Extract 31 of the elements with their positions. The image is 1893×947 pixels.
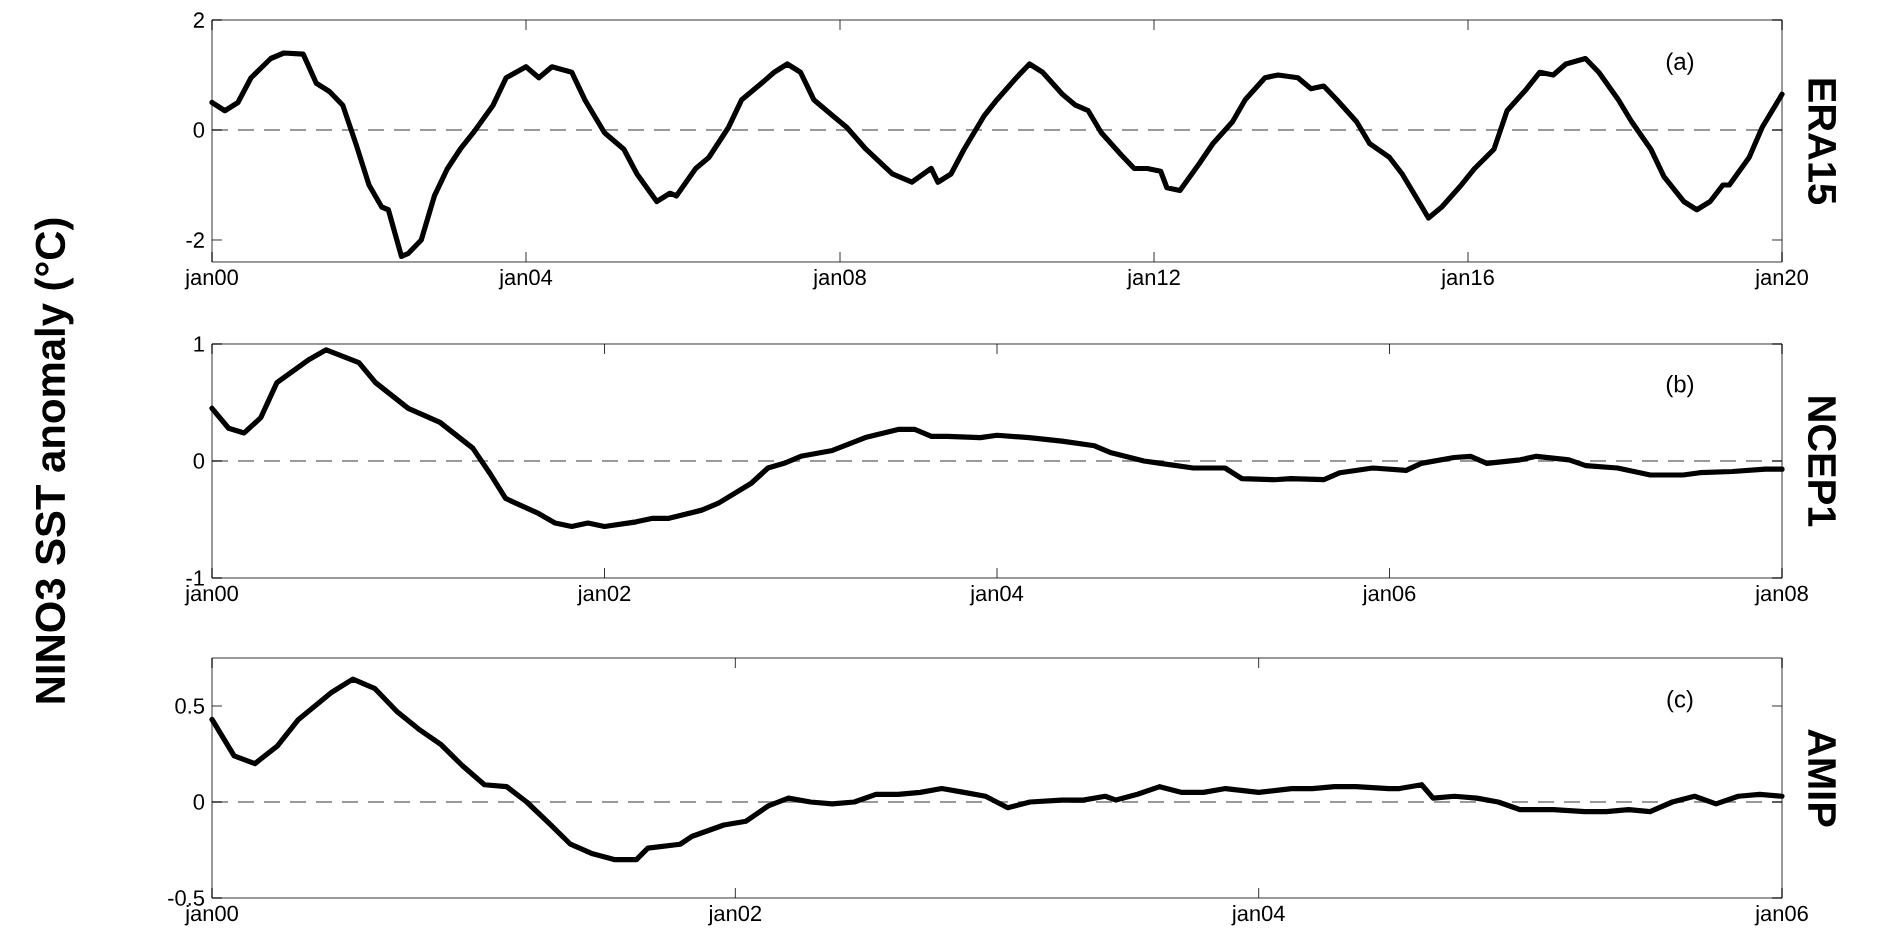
x-tick-label: jan00 [184, 905, 238, 926]
x-tick-label: jan02 [707, 905, 762, 926]
annotation: (a) [1666, 52, 1694, 75]
text: AMIP [1808, 729, 1836, 827]
x-tick-label: jan00 [184, 585, 238, 606]
text: ERA15 [1808, 79, 1836, 205]
y-axis-title: NINO3 SST anomaly (°C) [34, 218, 74, 703]
y-tick-label: 0 [193, 453, 205, 469]
y-tick-label: -0.5 [168, 890, 205, 906]
x-tick-label: jan04 [969, 585, 1024, 606]
y-tick-label: 0 [193, 794, 205, 810]
annotation: (b) [1666, 374, 1694, 398]
x-tick-label: jan02 [577, 585, 631, 606]
x-tick-label: jan08 [812, 269, 866, 290]
y-tick-label: 0.5 [175, 698, 205, 714]
annotation: (c) [1667, 690, 1693, 713]
x-tick-label: jan16 [1440, 269, 1494, 290]
x-tick-label: jan12 [1126, 269, 1180, 290]
x-tick-label: jan20 [1754, 269, 1808, 290]
x-tick-label: jan08 [1754, 585, 1808, 606]
y-tick-label: -1 [186, 570, 204, 586]
x-tick-label: jan04 [498, 269, 553, 290]
x-tick-label: jan04 [1231, 905, 1285, 926]
y-tick-label: -2 [186, 232, 204, 248]
x-tick-label: jan00 [184, 269, 238, 290]
y-tick-label: 1 [194, 336, 204, 352]
x-tick-label: jan06 [1362, 585, 1416, 606]
y-tick-label: 2 [193, 12, 204, 28]
y-tick-label: 0 [193, 122, 205, 138]
x-tick-label: jan06 [1754, 905, 1808, 926]
text: NCEP1 [1807, 397, 1837, 527]
